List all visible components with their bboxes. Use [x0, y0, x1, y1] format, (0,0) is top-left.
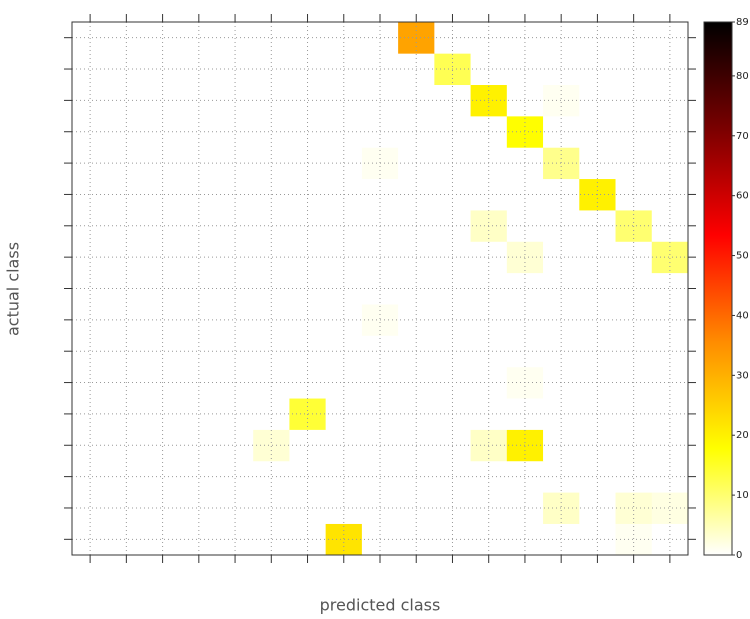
cell: [180, 304, 218, 336]
plot-frame: [71, 21, 689, 556]
colorbar-tick-label: 80: [736, 71, 749, 82]
cell: [72, 272, 109, 305]
cell: [615, 147, 653, 180]
cell: [216, 147, 254, 180]
cell: [579, 335, 616, 368]
cell: [144, 210, 182, 242]
cell: [144, 492, 182, 524]
cell: [180, 492, 218, 524]
cell: [72, 335, 109, 368]
cell: [72, 304, 109, 336]
cell: [216, 304, 254, 336]
cell: [216, 84, 254, 117]
cell: [108, 147, 145, 180]
cell: [253, 84, 290, 117]
cell: [180, 272, 218, 305]
cell: [651, 492, 689, 524]
cell: [579, 84, 616, 117]
cell: [108, 335, 145, 368]
cell: [180, 147, 218, 180]
cell: [216, 335, 254, 368]
cell: [108, 84, 145, 117]
cell: [651, 147, 689, 180]
cell: [579, 210, 616, 242]
colorbar-tick-label: 10: [736, 490, 749, 501]
cell: [579, 22, 616, 54]
cell: [144, 460, 182, 493]
cell: [289, 147, 326, 180]
cell: [72, 84, 109, 117]
colorbar-tick-label: 70: [736, 131, 749, 142]
cell: [651, 304, 689, 336]
cell: [72, 492, 109, 524]
cell: [72, 147, 109, 180]
cell: [180, 460, 218, 493]
cell: [615, 304, 653, 336]
cell: [253, 147, 290, 180]
cell: [180, 210, 218, 242]
cell: [615, 210, 653, 242]
cell: [108, 492, 145, 524]
cell: [144, 147, 182, 180]
cell: [615, 272, 653, 305]
cell: [72, 22, 109, 54]
cell: [615, 22, 653, 54]
cell: [543, 335, 580, 368]
cell: [289, 210, 326, 242]
cell: [253, 335, 290, 368]
cell: [216, 272, 254, 305]
cell: [72, 210, 109, 242]
cell: [108, 460, 145, 493]
cell: [216, 492, 254, 524]
cell: [180, 335, 218, 368]
x-axis-label: predicted class: [320, 596, 441, 615]
cell: [579, 147, 616, 180]
cell: [216, 460, 254, 493]
colorbar-tick-label: 20: [736, 430, 749, 441]
cell: [543, 22, 580, 54]
cell: [615, 460, 653, 493]
cell: [543, 147, 580, 180]
cell: [144, 272, 182, 305]
cell: [651, 272, 689, 305]
cell: [108, 272, 145, 305]
colorbar-tick-label: 40: [736, 310, 749, 321]
cell: [144, 335, 182, 368]
cell: [651, 22, 689, 54]
colorbar-tick-label: 0: [736, 550, 742, 561]
cell: [615, 492, 653, 524]
cell: [289, 22, 326, 54]
cell: [289, 335, 326, 368]
cell: [144, 22, 182, 54]
cell: [216, 210, 254, 242]
cell: [216, 22, 254, 54]
cell: [543, 210, 580, 242]
cell: [108, 210, 145, 242]
y-axis-label: actual class: [4, 242, 23, 336]
cell: [180, 22, 218, 54]
cell: [615, 84, 653, 117]
cell: [651, 460, 689, 493]
cell: [615, 335, 653, 368]
cell: [253, 22, 290, 54]
cell: [651, 84, 689, 117]
colorbar-tick-label: 60: [736, 191, 749, 202]
cell: [108, 304, 145, 336]
cell: [253, 210, 290, 242]
cell: [144, 304, 182, 336]
cell: [72, 460, 109, 493]
cell: [651, 210, 689, 242]
colorbar-tick-label: 50: [736, 251, 749, 262]
cell: [180, 84, 218, 117]
cell: [651, 335, 689, 368]
colorbar: [703, 21, 733, 556]
cell: [289, 84, 326, 117]
colorbar-tick-label: 89: [736, 17, 749, 28]
cell: [543, 84, 580, 117]
cell: [144, 84, 182, 117]
colorbar-tick-label: 30: [736, 370, 749, 381]
cell: [108, 22, 145, 54]
